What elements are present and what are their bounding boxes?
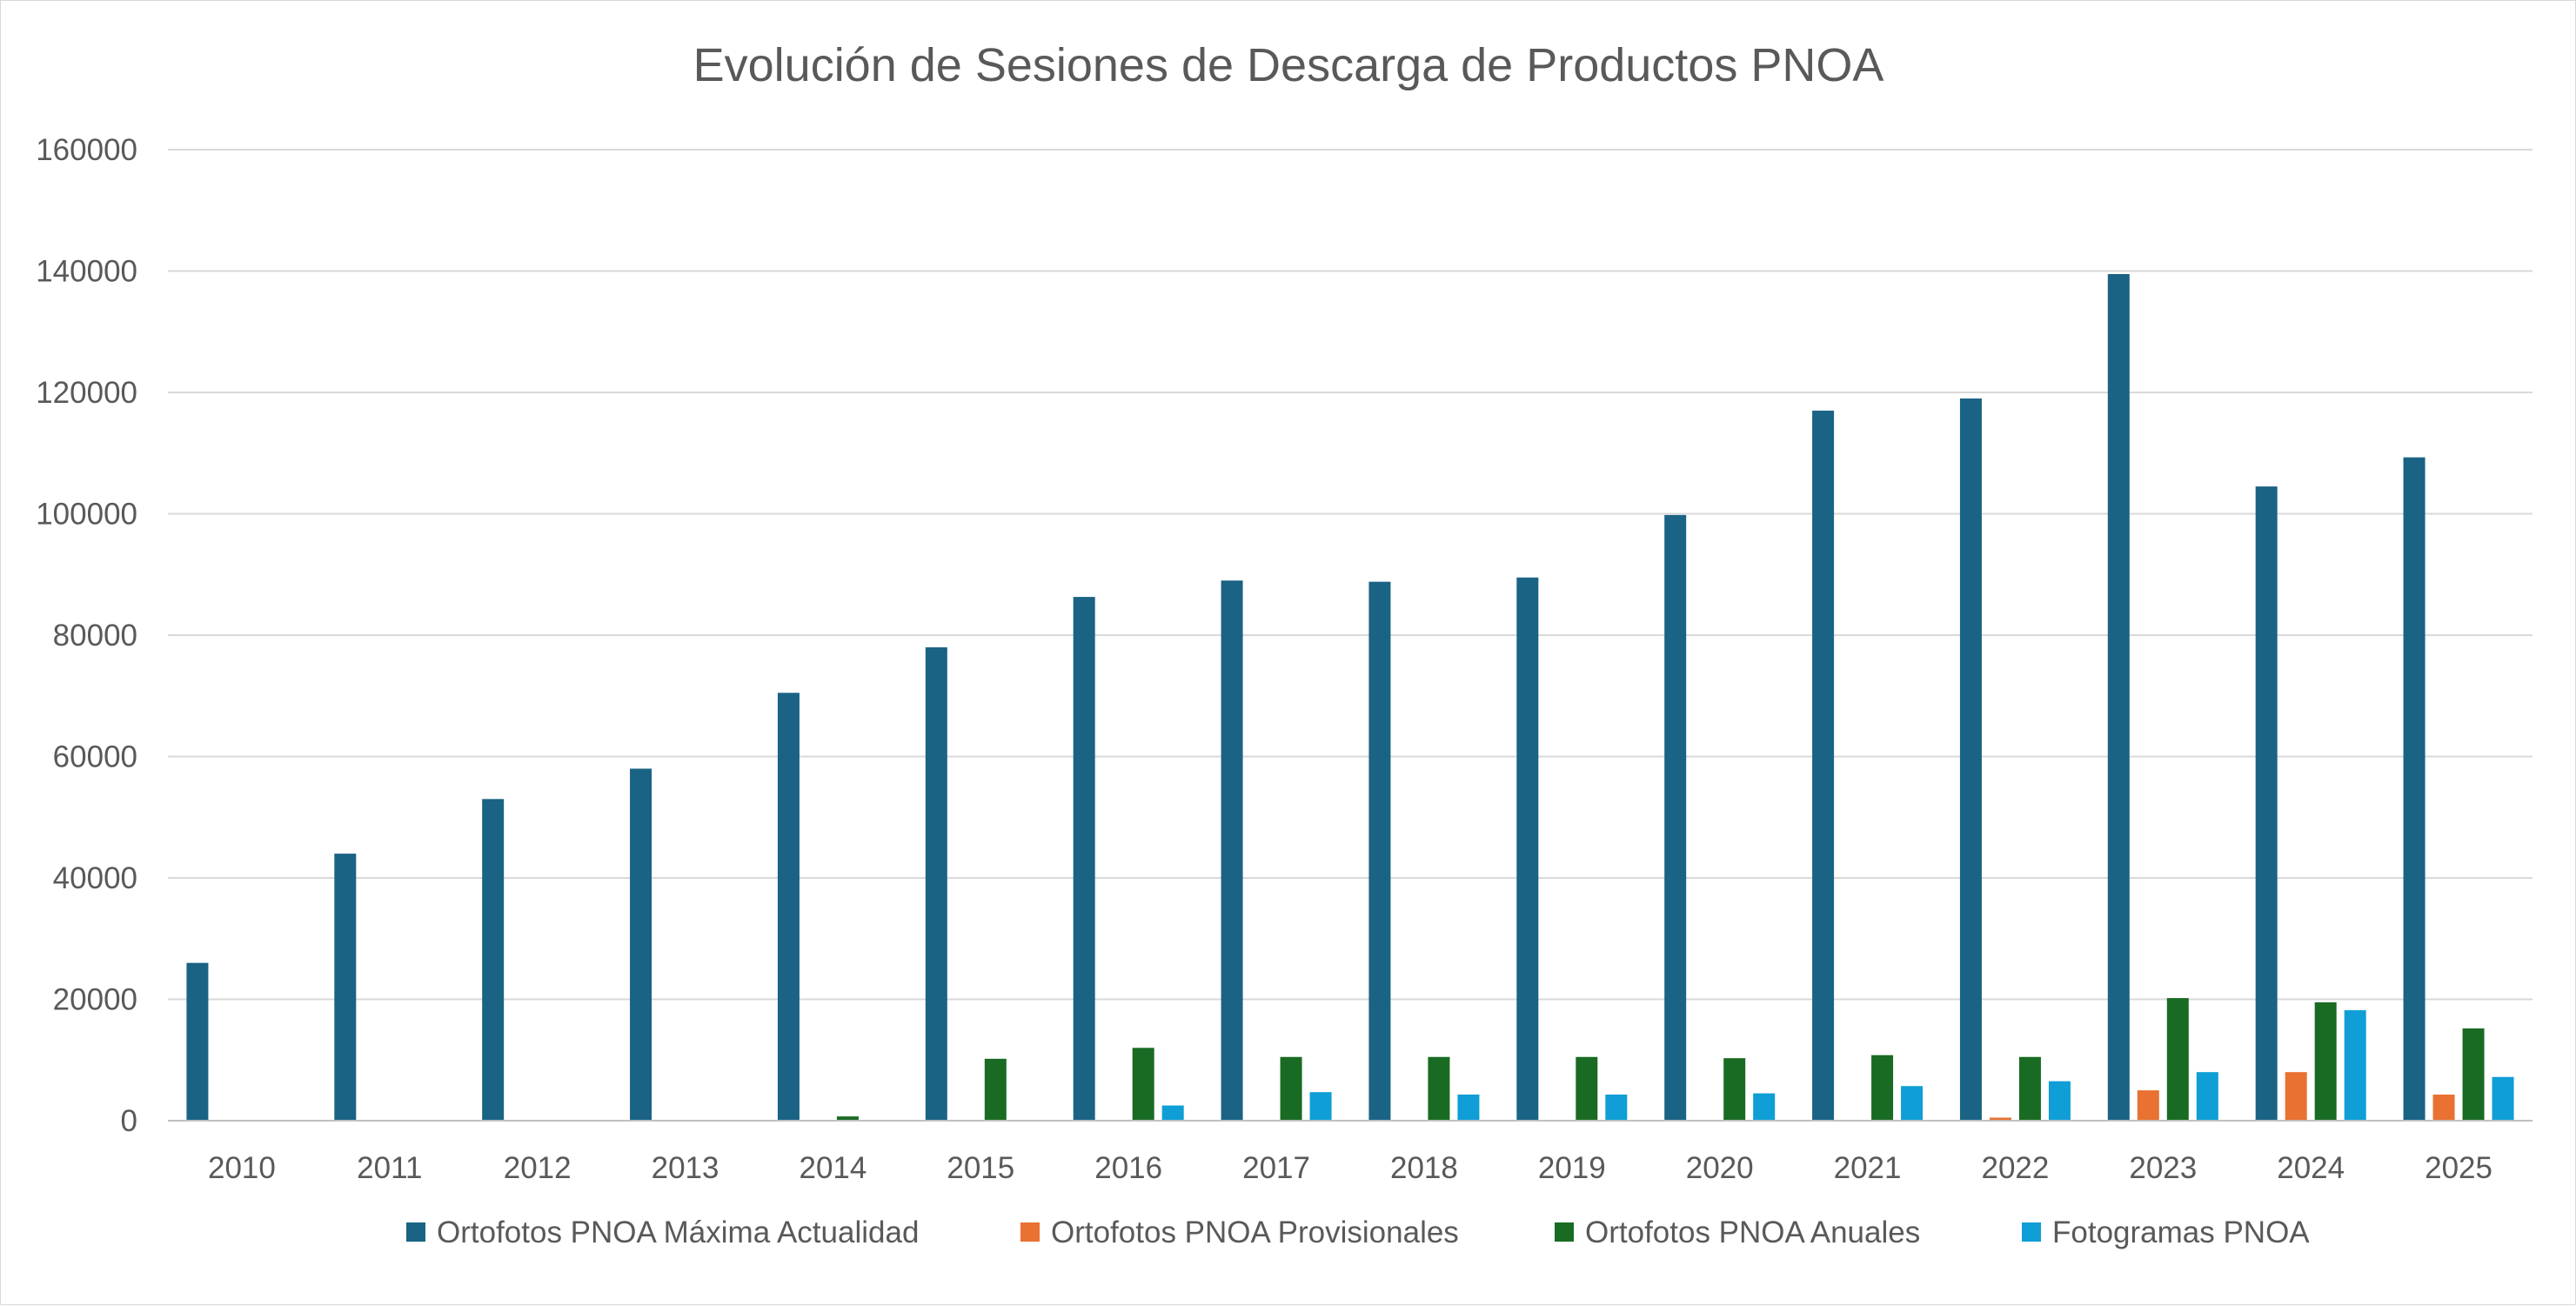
bar <box>2344 1010 2366 1121</box>
x-tick-label: 2018 <box>1390 1151 1458 1185</box>
x-axis-ticks: 2010 2011 2012 2013 2014 2015 2016 2017 2018 2019… <box>208 1151 2492 1185</box>
x-tick-label: 2019 <box>1538 1151 1606 1185</box>
bar <box>1989 1117 2011 1121</box>
y-tick-label: 0 <box>121 1104 137 1138</box>
y-axis-ticks: 0 20000 40000 60000 80000 100000 120000 140000 1… <box>36 133 137 1138</box>
x-tick-label: 2016 <box>1094 1151 1162 1185</box>
bar <box>2492 1076 2514 1121</box>
bar <box>2403 457 2425 1121</box>
bar <box>1812 410 1835 1121</box>
bar <box>777 693 800 1121</box>
x-tick-label: 2013 <box>652 1151 719 1185</box>
y-tick-label: 100000 <box>36 498 137 532</box>
legend-swatch <box>1555 1222 1574 1242</box>
bar <box>630 768 652 1121</box>
bar <box>334 854 357 1121</box>
y-tick-label: 20000 <box>53 983 137 1017</box>
y-tick-label: 60000 <box>53 740 137 774</box>
x-tick-label: 2020 <box>1686 1151 1754 1185</box>
bar <box>1132 1048 1154 1121</box>
legend: Ortofotos PNOA Máxima Actualidad Ortofoto… <box>406 1216 2310 1249</box>
y-tick-label: 120000 <box>36 376 137 410</box>
y-tick-label: 40000 <box>53 861 137 895</box>
bar <box>2432 1095 2455 1121</box>
bar <box>1605 1095 1628 1121</box>
grid-layer <box>168 149 2533 1001</box>
bar <box>1309 1092 1332 1121</box>
legend-label: Ortofotos PNOA Provisionales <box>1051 1216 1459 1249</box>
chart-title: Evolución de Sesiones de Descarga de Pro… <box>693 39 1884 91</box>
x-tick-label: 2011 <box>357 1151 422 1185</box>
bar <box>2018 1056 2041 1121</box>
bar <box>1753 1093 1776 1121</box>
x-tick-label: 2017 <box>1242 1151 1310 1185</box>
bar <box>186 962 209 1121</box>
legend-swatch <box>406 1222 425 1242</box>
bar <box>2462 1028 2485 1121</box>
legend-label: Ortofotos PNOA Máxima Actualidad <box>437 1216 919 1249</box>
bar <box>2196 1072 2218 1121</box>
legend-swatch <box>2022 1222 2041 1242</box>
y-tick-label: 160000 <box>36 133 137 167</box>
bar <box>1901 1086 1924 1121</box>
bar <box>1073 597 1095 1121</box>
bar <box>2107 273 2130 1121</box>
legend-label: Fotogramas PNOA <box>2052 1216 2310 1249</box>
bar <box>1959 398 1982 1122</box>
bar <box>1664 514 1687 1121</box>
x-tick-label: 2021 <box>1834 1151 1902 1185</box>
bar <box>2166 998 2189 1121</box>
bar <box>925 646 947 1121</box>
bar <box>482 799 505 1121</box>
bar <box>1516 577 1539 1121</box>
bar <box>2255 486 2278 1121</box>
bar <box>2314 1001 2337 1121</box>
y-tick-label: 80000 <box>53 619 137 653</box>
bar <box>836 1116 859 1121</box>
legend-swatch <box>1020 1222 1040 1242</box>
bar <box>2048 1081 2071 1121</box>
bar <box>1221 580 1243 1121</box>
legend-label: Ortofotos PNOA Anuales <box>1585 1216 1920 1249</box>
bar <box>1428 1056 1450 1121</box>
x-tick-label: 2010 <box>208 1151 276 1185</box>
bars-layer <box>186 273 2514 1122</box>
x-tick-label: 2024 <box>2277 1151 2345 1185</box>
x-tick-label: 2025 <box>2425 1151 2492 1185</box>
bar <box>1871 1055 1894 1121</box>
bar <box>1280 1056 1302 1121</box>
x-tick-label: 2023 <box>2129 1151 2197 1185</box>
x-tick-label: 2014 <box>800 1151 867 1185</box>
x-tick-label: 2012 <box>504 1151 572 1185</box>
bar <box>1161 1105 1184 1121</box>
x-tick-label: 2022 <box>1982 1151 2050 1185</box>
y-tick-label: 140000 <box>36 255 137 289</box>
bar <box>1576 1056 1598 1121</box>
bar <box>2285 1072 2307 1121</box>
bar <box>1457 1095 1480 1121</box>
bar <box>1368 581 1391 1121</box>
bar <box>1723 1058 1746 1121</box>
bar <box>2137 1090 2159 1121</box>
x-tick-label: 2015 <box>947 1151 1014 1185</box>
bar <box>984 1058 1007 1121</box>
